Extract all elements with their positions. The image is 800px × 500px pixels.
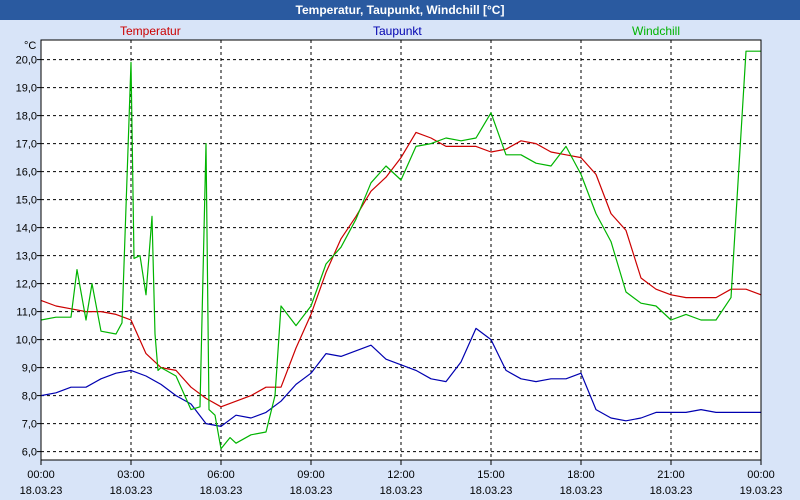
- chart-title: Temperatur, Taupunkt, Windchill [°C]: [0, 0, 800, 20]
- x-tick-time: 03:00: [117, 469, 145, 481]
- x-tick-date: 18.03.23: [290, 485, 333, 497]
- y-tick-label: 18,0: [16, 111, 37, 123]
- x-tick-date: 18.03.23: [20, 485, 63, 497]
- y-tick-label: 13,0: [16, 251, 37, 263]
- x-tick-date: 18.03.23: [470, 485, 513, 497]
- y-tick-label: 12,0: [16, 279, 37, 291]
- x-tick-time: 15:00: [477, 469, 505, 481]
- x-tick-time: 12:00: [387, 469, 415, 481]
- x-tick-date: 18.03.23: [110, 485, 153, 497]
- y-tick-label: 10,0: [16, 335, 37, 347]
- x-tick-date: 18.03.23: [650, 485, 693, 497]
- series-line-windchill: [40, 50, 761, 450]
- y-tick-label: 7,0: [22, 419, 37, 431]
- legend-temperatur: Temperatur: [120, 24, 181, 38]
- y-tick-label: 19,0: [16, 83, 37, 95]
- x-tick-time: 09:00: [297, 469, 325, 481]
- y-tick-label: 8,0: [22, 391, 37, 403]
- x-tick-time: 21:00: [657, 469, 685, 481]
- x-tick-time: 18:00: [567, 469, 595, 481]
- series-line-taupunkt: [40, 327, 761, 427]
- y-tick-label: 6,0: [22, 447, 37, 459]
- x-tick-time: 00:00: [27, 469, 55, 481]
- plot-border: [40, 39, 762, 461]
- x-tick-time: 00:00: [747, 469, 775, 481]
- y-tick-label: 14,0: [16, 223, 37, 235]
- legend-taupunkt: Taupunkt: [373, 24, 422, 38]
- y-tick-label: 16,0: [16, 167, 37, 179]
- x-tick-date: 18.03.23: [560, 485, 603, 497]
- y-tick-label: 15,0: [16, 195, 37, 207]
- y-tick-label: 9,0: [22, 363, 37, 375]
- x-tick-date: 18.03.23: [380, 485, 423, 497]
- legend-windchill: Windchill: [632, 24, 681, 38]
- x-tick-time: 06:00: [207, 469, 235, 481]
- y-axis-unit: °C: [24, 40, 37, 52]
- y-tick-label: 11,0: [16, 307, 37, 319]
- y-tick-label: 17,0: [16, 139, 37, 151]
- x-tick-date: 19.03.23: [740, 485, 783, 497]
- x-tick-date: 18.03.23: [200, 485, 243, 497]
- y-tick-label: 20,0: [16, 55, 37, 67]
